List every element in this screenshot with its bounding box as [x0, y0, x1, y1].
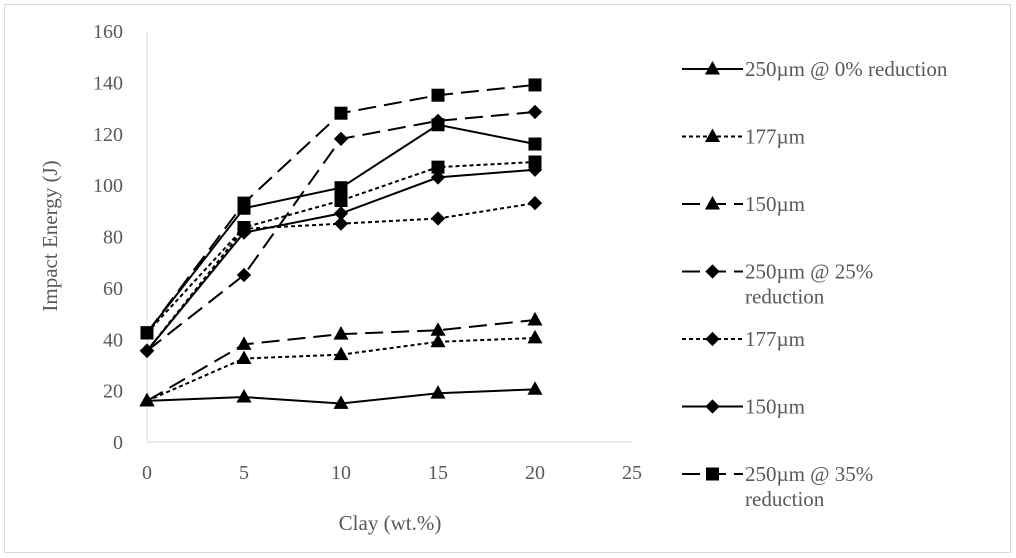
x-axis-title: Clay (wt.%): [339, 511, 442, 535]
legend: 250µm @ 0% reduction 177µm 150µm 250µm @ 25…: [682, 57, 948, 511]
series-group: [139, 104, 543, 358]
series-line: [146, 336, 536, 402]
square-marker: [706, 467, 719, 481]
square-marker: [140, 326, 154, 340]
legend-label: 250µm @ 0% reduction: [745, 57, 948, 81]
square-marker: [528, 155, 542, 169]
legend-label: 150µm: [745, 395, 805, 419]
square-marker: [237, 221, 251, 235]
square-marker: [334, 106, 348, 120]
y-axis-title: Impact Energy (J): [38, 160, 62, 311]
square-marker: [334, 181, 348, 195]
y-tick-label: 60: [103, 278, 123, 300]
x-tick-label: 0: [142, 462, 152, 484]
diamond-marker: [705, 264, 720, 279]
y-tick-label: 140: [93, 72, 123, 94]
legend-item: 177µm: [682, 125, 805, 149]
axes: 0 20 40 60 80 100 120 140 160 0 5 10 15 20 25: [93, 21, 642, 484]
triangle-marker: [430, 322, 446, 336]
legend-label: 177µm: [745, 327, 805, 351]
chart-frame: [4, 4, 1011, 553]
series-line: [146, 161, 536, 334]
triangle-marker: [139, 392, 155, 407]
diamond-marker: [430, 170, 446, 185]
legend-label: 177µm: [745, 125, 805, 149]
diamond-marker: [527, 104, 543, 120]
legend-label: 250µm @ 35%: [745, 462, 873, 486]
x-tick-label: 5: [239, 462, 249, 484]
diamond-marker: [333, 206, 349, 221]
triangle-marker: [236, 388, 252, 403]
y-tick-label: 20: [103, 381, 123, 403]
square-marker: [528, 137, 542, 151]
triangle-marker: [704, 195, 721, 210]
diamond-marker: [705, 331, 720, 347]
legend-label: reduction: [745, 487, 825, 511]
triangle-marker: [527, 311, 543, 326]
square-marker: [237, 201, 251, 215]
y-tick-label: 40: [103, 329, 123, 351]
square-marker: [431, 160, 445, 174]
triangle-marker: [527, 381, 543, 395]
series-group: [140, 118, 542, 340]
diamond-marker: [139, 343, 155, 358]
series-line: [146, 110, 536, 352]
triangle-marker: [430, 333, 446, 348]
x-tick-label: 20: [525, 462, 545, 484]
y-tick-label: 120: [93, 124, 123, 146]
series-layer: [139, 78, 543, 409]
x-tick-label: 15: [428, 462, 448, 484]
diamond-marker: [705, 399, 720, 414]
square-marker: [431, 118, 445, 132]
legend-item: 150µm: [682, 192, 805, 216]
diamond-marker: [430, 211, 446, 226]
triangle-marker: [430, 385, 446, 399]
diamond-marker: [236, 267, 252, 283]
legend-item: 250µm @ 25%reduction: [682, 260, 873, 309]
legend-item: 250µm @ 0% reduction: [682, 57, 948, 81]
legend-item: 177µm: [682, 327, 805, 351]
series-group: [139, 329, 543, 407]
series-group: [139, 381, 543, 409]
legend-item: 150µm: [682, 395, 805, 419]
square-marker: [334, 194, 348, 208]
y-tick-label: 160: [93, 21, 123, 43]
legend-label: 250µm @ 25%: [745, 260, 873, 284]
y-tick-label: 100: [93, 175, 123, 197]
x-tick-label: 25: [622, 462, 642, 484]
diamond-marker: [333, 131, 349, 147]
y-tick-label: 80: [103, 227, 123, 249]
triangle-marker: [704, 128, 721, 142]
triangle-marker: [236, 336, 252, 350]
triangle-marker: [527, 329, 543, 344]
square-marker: [431, 88, 445, 102]
triangle-marker: [704, 60, 721, 75]
diamond-marker: [333, 216, 349, 231]
legend-label: reduction: [745, 285, 825, 309]
triangle-marker: [236, 350, 252, 364]
triangle-marker: [333, 326, 349, 340]
x-tick-label: 10: [331, 462, 351, 484]
triangle-marker: [333, 346, 349, 361]
series-group: [139, 311, 543, 407]
legend-item: 250µm @ 35%reduction: [682, 462, 873, 511]
square-marker: [528, 78, 542, 92]
y-tick-label: 0: [113, 432, 123, 454]
diamond-marker: [527, 195, 543, 211]
triangle-marker: [333, 395, 349, 409]
legend-label: 150µm: [745, 192, 805, 216]
